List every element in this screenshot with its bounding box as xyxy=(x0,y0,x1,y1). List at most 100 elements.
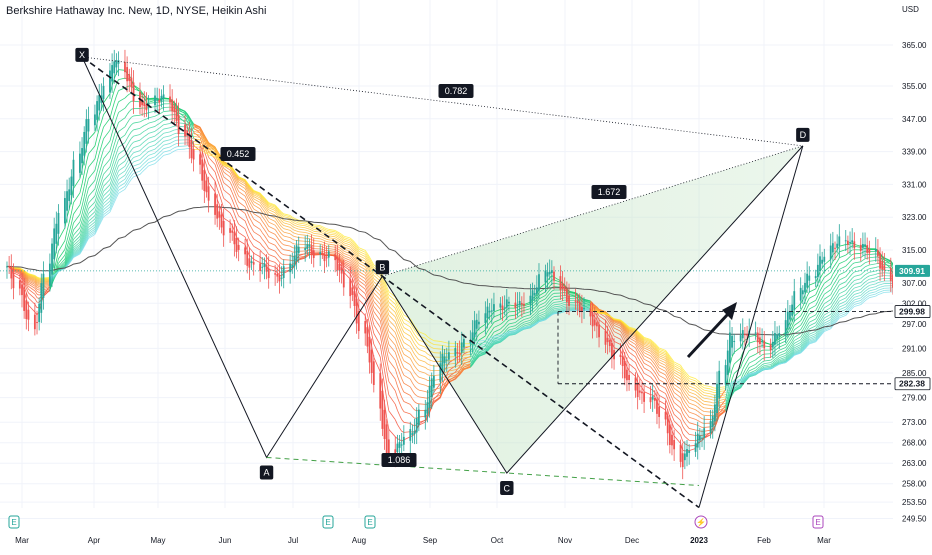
ribbon-line xyxy=(400,338,402,343)
ribbon-line xyxy=(417,363,419,365)
ribbon-line xyxy=(685,401,687,404)
ribbon-line xyxy=(788,345,790,348)
ribbon-line xyxy=(86,188,88,196)
ribbon-line xyxy=(683,394,685,398)
ribbon-line xyxy=(869,281,875,283)
ribbon-line xyxy=(67,223,69,231)
ribbon-line xyxy=(104,201,110,207)
ribbon-line xyxy=(685,390,687,393)
ribbon-line xyxy=(644,373,650,377)
ribbon-line xyxy=(37,289,39,290)
ribbon-line xyxy=(86,196,88,204)
ribbon-line xyxy=(344,245,350,247)
ribbon-line xyxy=(861,290,863,292)
ribbon-line xyxy=(410,341,412,345)
ribbon-line xyxy=(702,403,704,404)
ribbon-line xyxy=(670,388,672,393)
ribbon-line xyxy=(696,391,698,393)
ribbon-line xyxy=(846,274,848,277)
ribbon-line xyxy=(395,360,397,367)
ribbon-line xyxy=(846,284,848,287)
ribbon-line xyxy=(640,361,642,364)
ribbon-line xyxy=(704,393,710,394)
ribbon-line xyxy=(402,350,404,355)
ribbon-line xyxy=(833,271,835,274)
ribbon-line xyxy=(863,288,865,290)
ribbon-line xyxy=(687,426,689,429)
ribbon-line xyxy=(869,278,875,279)
ribbon-line xyxy=(809,306,815,309)
ribbon-line xyxy=(839,282,845,285)
ribbon-line xyxy=(640,366,642,369)
ribbon-line xyxy=(112,153,114,160)
ribbon-line xyxy=(114,153,116,159)
ribbon-line xyxy=(685,406,687,409)
ribbon-line xyxy=(861,277,863,279)
ribbon-line xyxy=(412,383,414,386)
ribbon-line xyxy=(397,397,399,403)
ribbon-line xyxy=(670,404,672,409)
ribbon-line xyxy=(850,274,852,277)
ribbon-line xyxy=(640,356,642,359)
ribbon-line xyxy=(869,254,875,255)
ribbon-line xyxy=(37,287,39,288)
ribbon-line xyxy=(385,358,387,370)
ribbon-line xyxy=(689,407,695,409)
ribbon-line xyxy=(412,362,414,366)
ribbon-line xyxy=(672,384,674,388)
ribbon-line xyxy=(809,319,815,322)
ribbon-line xyxy=(685,423,687,426)
ribbon-line xyxy=(696,414,698,415)
ribbon-line xyxy=(683,386,685,389)
ribbon-line xyxy=(627,354,629,358)
ribbon-line xyxy=(404,383,410,387)
ribbon-line xyxy=(415,339,417,342)
ribbon-line xyxy=(749,354,755,357)
ribbon-line xyxy=(114,138,116,145)
ribbon-line xyxy=(402,388,404,392)
ribbon-line xyxy=(852,294,854,296)
ribbon-line xyxy=(756,362,758,364)
ribbon-line xyxy=(683,413,685,417)
ribbon-line xyxy=(747,351,749,355)
ribbon-line xyxy=(179,126,185,127)
ribbon-line xyxy=(427,369,429,370)
ribbon-line xyxy=(687,404,689,407)
ribbon-line xyxy=(689,417,695,419)
ribbon-line xyxy=(638,362,640,366)
ribbon-line xyxy=(807,304,809,308)
ribbon-line xyxy=(854,295,860,297)
ribbon-line xyxy=(125,167,127,171)
ribbon-line xyxy=(771,361,773,362)
ribbon-line xyxy=(824,290,830,294)
ribbon-line xyxy=(863,259,865,260)
ribbon-line xyxy=(681,420,683,426)
ribbon-line xyxy=(687,409,689,412)
ribbon-line xyxy=(125,171,127,175)
ribbon-line xyxy=(37,285,39,286)
ribbon-line xyxy=(848,272,850,275)
ribbon-line xyxy=(702,391,704,392)
ribbon-line xyxy=(425,379,427,380)
ribbon-line xyxy=(760,362,762,364)
ribbon-line xyxy=(127,168,129,172)
ribbon-line xyxy=(805,313,807,318)
ribbon-line xyxy=(846,288,848,291)
ribbon-line xyxy=(627,344,629,348)
ribbon-line xyxy=(837,298,839,301)
ribbon-line xyxy=(801,317,803,321)
ribbon-line xyxy=(863,279,865,281)
ribbon-line xyxy=(833,277,835,280)
ribbon-line xyxy=(824,295,830,299)
ribbon-line xyxy=(374,333,380,345)
ribbon-line xyxy=(37,291,39,292)
ribbon-line xyxy=(400,350,402,356)
ribbon-line xyxy=(801,326,803,330)
ribbon-line xyxy=(389,338,395,346)
ribbon-line xyxy=(689,389,695,391)
ribbon-line xyxy=(850,278,852,281)
ribbon-line xyxy=(732,364,734,370)
ribbon-line xyxy=(685,393,687,396)
